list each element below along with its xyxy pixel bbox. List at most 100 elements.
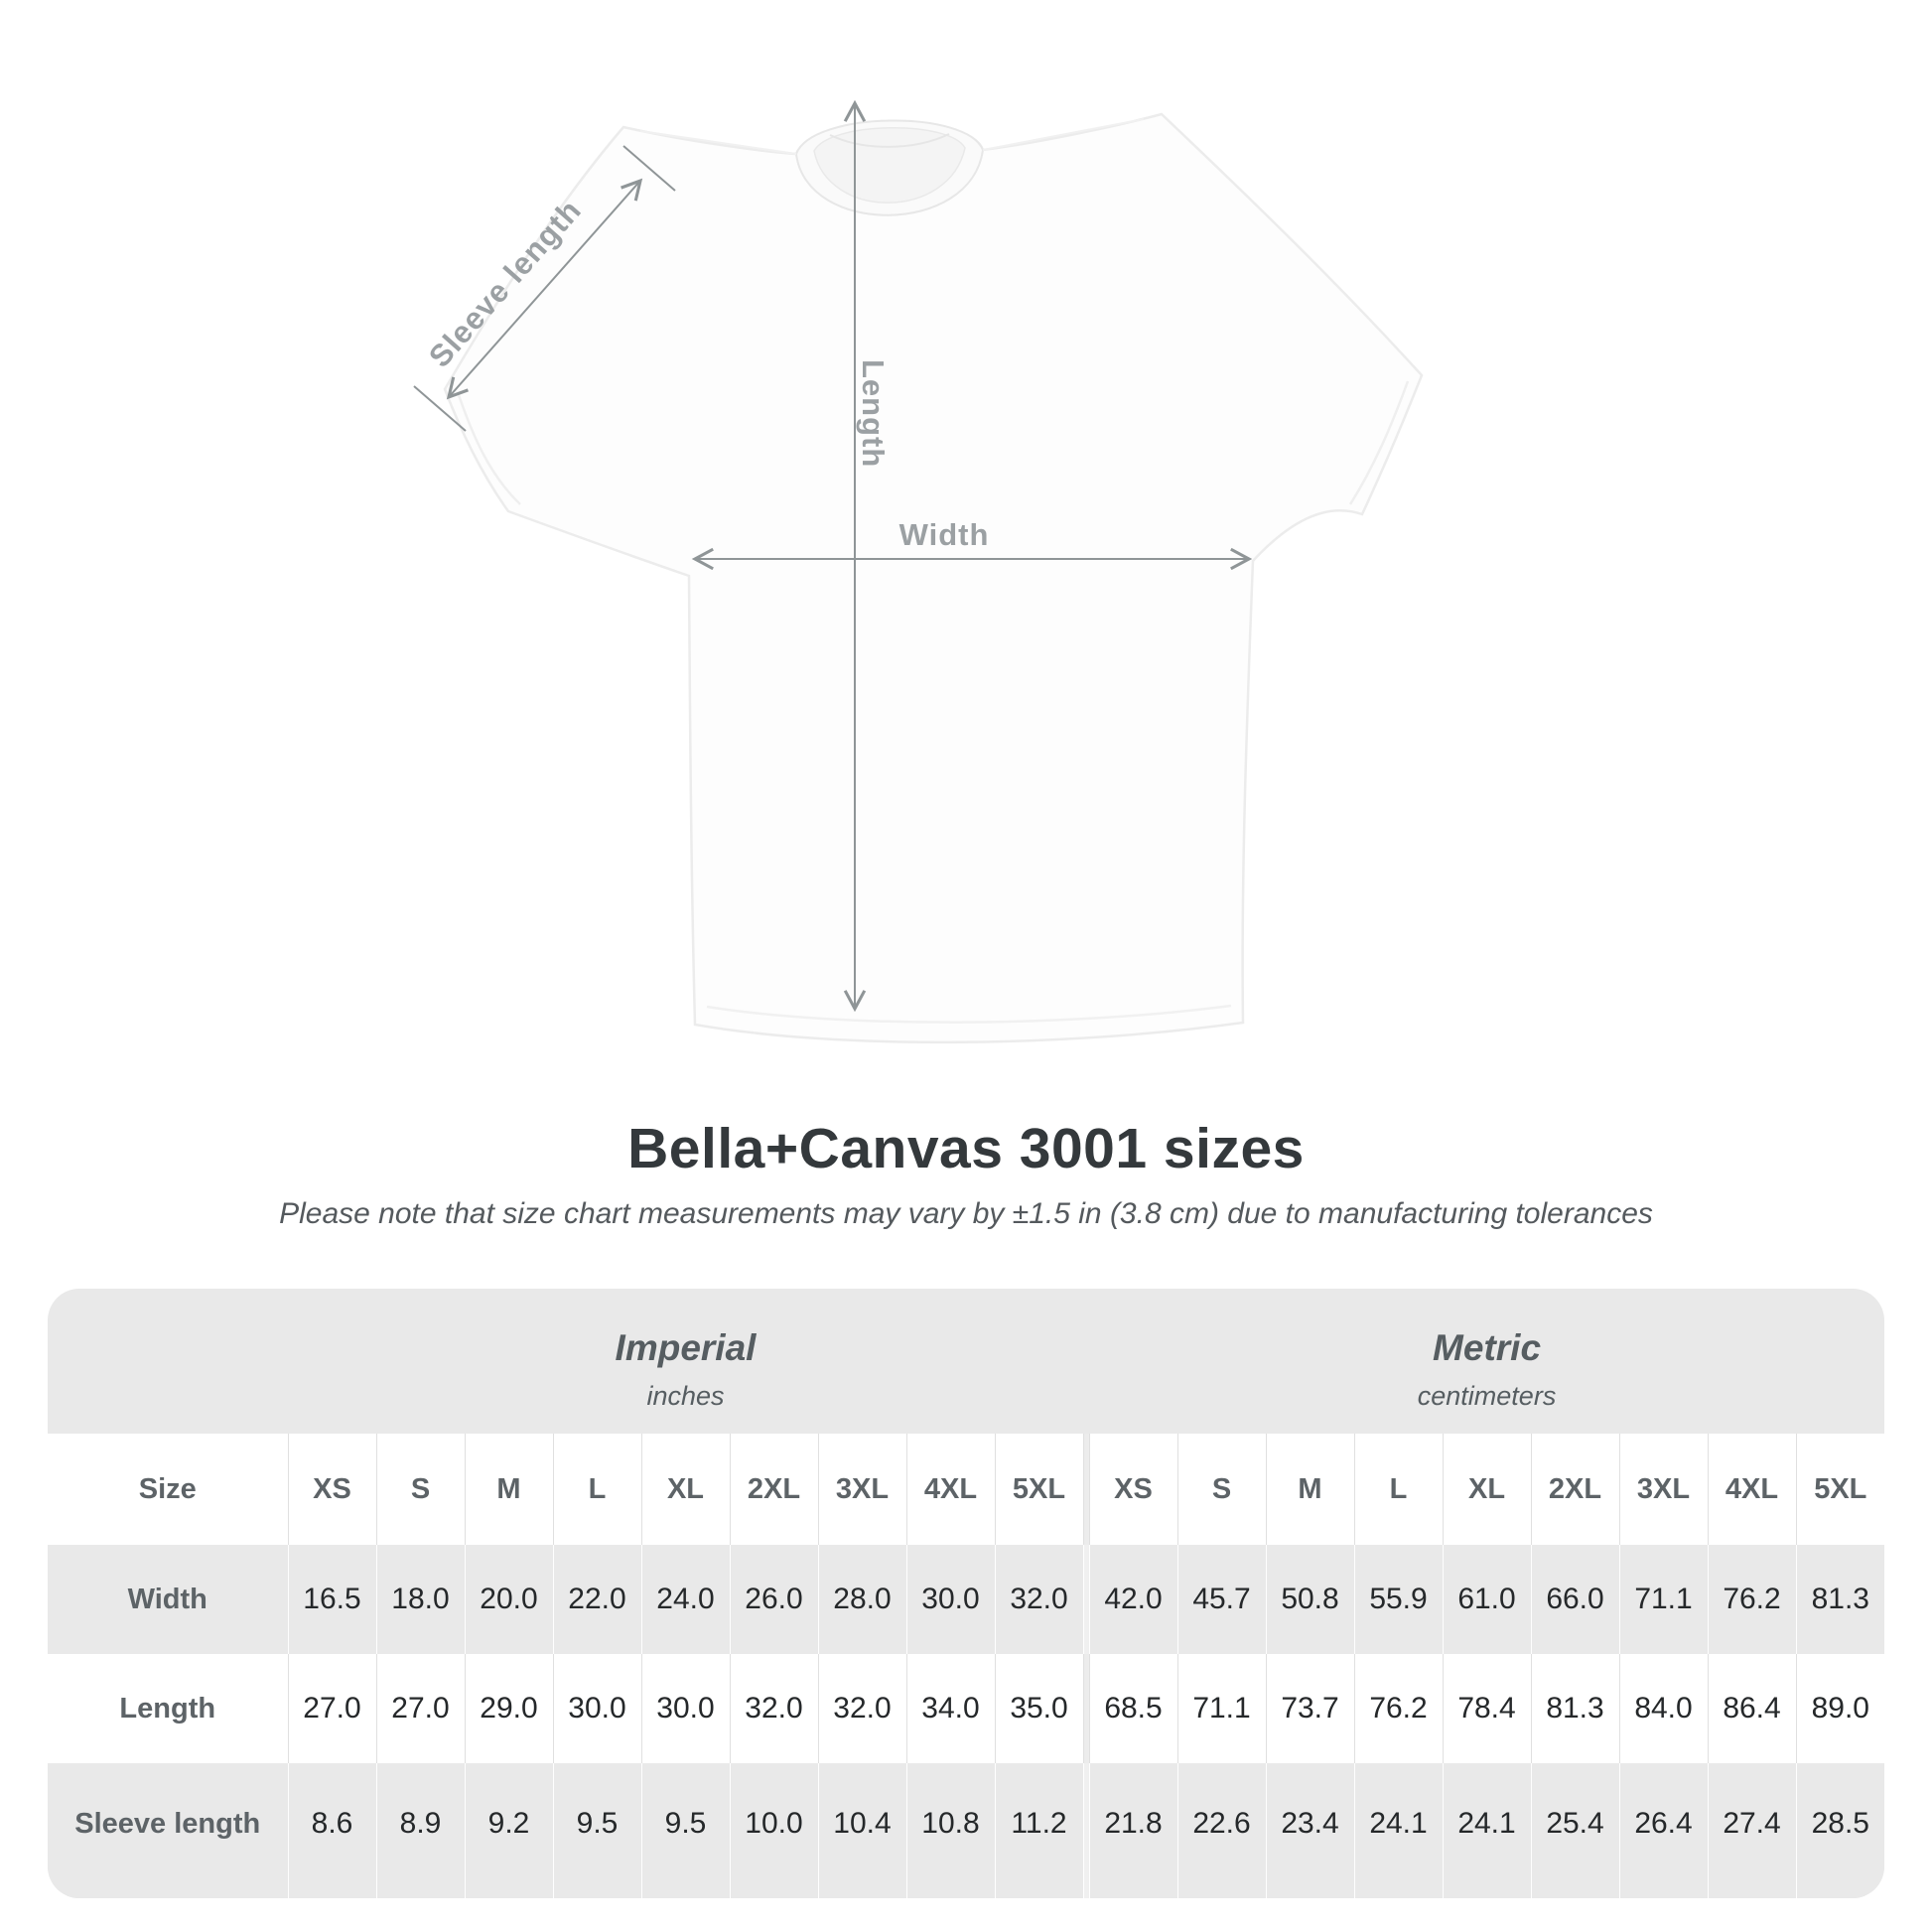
size-value-cell: 22.0 [552,1545,641,1654]
size-value-cell: 55.9 [1353,1545,1444,1654]
right-shoulder-seam [982,118,1145,151]
size-value-cell: 84.0 [1618,1654,1709,1763]
size-column-header: 4XL [1707,1434,1797,1545]
size-value-cell: 26.4 [1618,1763,1709,1898]
size-column-header: M [464,1434,553,1545]
size-column-header: 3XL [817,1434,906,1545]
corner-cell [48,1289,288,1434]
size-value-cell: 10.0 [729,1763,818,1898]
size-column-header: 3XL [1618,1434,1709,1545]
size-value-cell: 10.4 [817,1763,906,1898]
size-value-cell: 28.5 [1795,1763,1884,1898]
metric-group-title: Metric [1433,1326,1542,1368]
size-chart-panel: Imperial inches Metric centimeters Size [48,1289,1884,1898]
size-column-header: S [1176,1434,1267,1545]
metric-group-unit: centimeters [1417,1380,1557,1411]
size-column-header: 2XL [729,1434,818,1545]
size-column-header: 5XL [1795,1434,1884,1545]
group-divider-cell [1082,1763,1090,1898]
tshirt-measurement-figure: Length Width Sleeve length [413,99,1424,1044]
size-header-row: Size XS S M L XL 2XL 3XL 4XL 5XL XS S M L XL 2XL 3XL 4XL… [48,1434,1884,1545]
size-value-cell: 66.0 [1530,1545,1620,1654]
row-label: Sleeve length [74,1807,261,1840]
group-divider-cell [1082,1434,1090,1545]
size-value-cell: 35.0 [994,1654,1084,1763]
size-value-cell: 45.7 [1176,1545,1267,1654]
size-column-header: M [1265,1434,1355,1545]
left-cuff-seam [457,394,521,505]
size-value-cell: 27.4 [1707,1763,1797,1898]
size-value-cell: 9.5 [640,1763,730,1898]
size-value-cell: 71.1 [1618,1545,1709,1654]
width-label: Width [899,517,990,552]
size-value-cell: 50.8 [1265,1545,1355,1654]
size-column-header: 2XL [1530,1434,1620,1545]
size-value-cell: 24.1 [1442,1763,1532,1898]
page-title: Bella+Canvas 3001 sizes [627,1117,1305,1180]
unit-group-row: Imperial inches Metric centimeters [48,1289,1884,1434]
size-value-cell: 9.2 [464,1763,553,1898]
page-subtitle: Please note that size chart measurements… [279,1197,1653,1230]
size-value-cell: 32.0 [729,1654,818,1763]
row-label: Length [119,1692,216,1725]
size-value-cell: 30.0 [905,1545,995,1654]
size-value-cell: 81.3 [1530,1654,1620,1763]
size-value-cell: 26.0 [729,1545,818,1654]
measurement-row: Width 16.5 18.0 20.0 22.0 24.0 26.0 28.0 30.0 32.… [48,1545,1884,1654]
sleeve-length-end-tick-top [622,145,676,192]
metric-group-header: Metric centimeters [1089,1289,1884,1434]
size-value-cell: 24.0 [640,1545,730,1654]
size-column-header: XL [1442,1434,1532,1545]
size-column-header: XS [287,1434,376,1545]
left-shoulder-seam [639,130,797,155]
sleeve-length-end-tick-bottom [413,385,467,432]
size-column-header: XL [640,1434,730,1545]
size-value-cell: 9.5 [552,1763,641,1898]
size-table: Imperial inches Metric centimeters Size [48,1289,1884,1898]
size-header-label: Size [138,1472,197,1505]
size-column-header: 4XL [905,1434,995,1545]
size-value-cell: 28.0 [817,1545,906,1654]
imperial-group-unit: inches [646,1380,725,1411]
group-divider-cell [1082,1545,1090,1654]
size-value-cell: 76.2 [1353,1654,1444,1763]
size-value-cell: 61.0 [1442,1545,1532,1654]
length-label: Length [856,359,891,468]
size-value-cell: 34.0 [905,1654,995,1763]
imperial-group-title: Imperial [615,1326,757,1368]
size-column-header: 5XL [994,1434,1084,1545]
size-value-cell: 32.0 [994,1545,1084,1654]
size-table-body: Width 16.5 18.0 20.0 22.0 24.0 26.0 28.0 30.0 32.… [48,1545,1884,1898]
size-value-cell: 71.1 [1176,1654,1267,1763]
size-value-cell: 18.0 [375,1545,465,1654]
size-value-cell: 23.4 [1265,1763,1355,1898]
size-value-cell: 27.0 [375,1654,465,1763]
row-label: Width [127,1583,207,1615]
size-value-cell: 16.5 [287,1545,376,1654]
size-value-cell: 27.0 [287,1654,376,1763]
size-value-cell: 8.6 [287,1763,376,1898]
size-value-cell: 89.0 [1795,1654,1884,1763]
bottom-hem-seam [706,1004,1232,1024]
size-value-cell: 78.4 [1442,1654,1532,1763]
size-value-cell: 8.9 [375,1763,465,1898]
size-column-header: L [1353,1434,1444,1545]
group-divider-cell [1082,1654,1090,1763]
size-value-cell: 76.2 [1707,1545,1797,1654]
size-column-header: S [375,1434,465,1545]
size-value-cell: 10.8 [905,1763,995,1898]
imperial-group-header: Imperial inches [288,1289,1083,1434]
right-cuff-seam [1348,380,1410,505]
size-value-cell: 30.0 [640,1654,730,1763]
sleeve-length-arrow [446,178,643,400]
size-value-cell: 20.0 [464,1545,553,1654]
tshirt-body [443,112,1424,1044]
size-column-header: L [552,1434,641,1545]
size-value-cell: 68.5 [1088,1654,1178,1763]
size-value-cell: 86.4 [1707,1654,1797,1763]
size-value-cell: 42.0 [1088,1545,1178,1654]
size-value-cell: 30.0 [552,1654,641,1763]
size-value-cell: 25.4 [1530,1763,1620,1898]
collar-back-seam [829,133,950,148]
